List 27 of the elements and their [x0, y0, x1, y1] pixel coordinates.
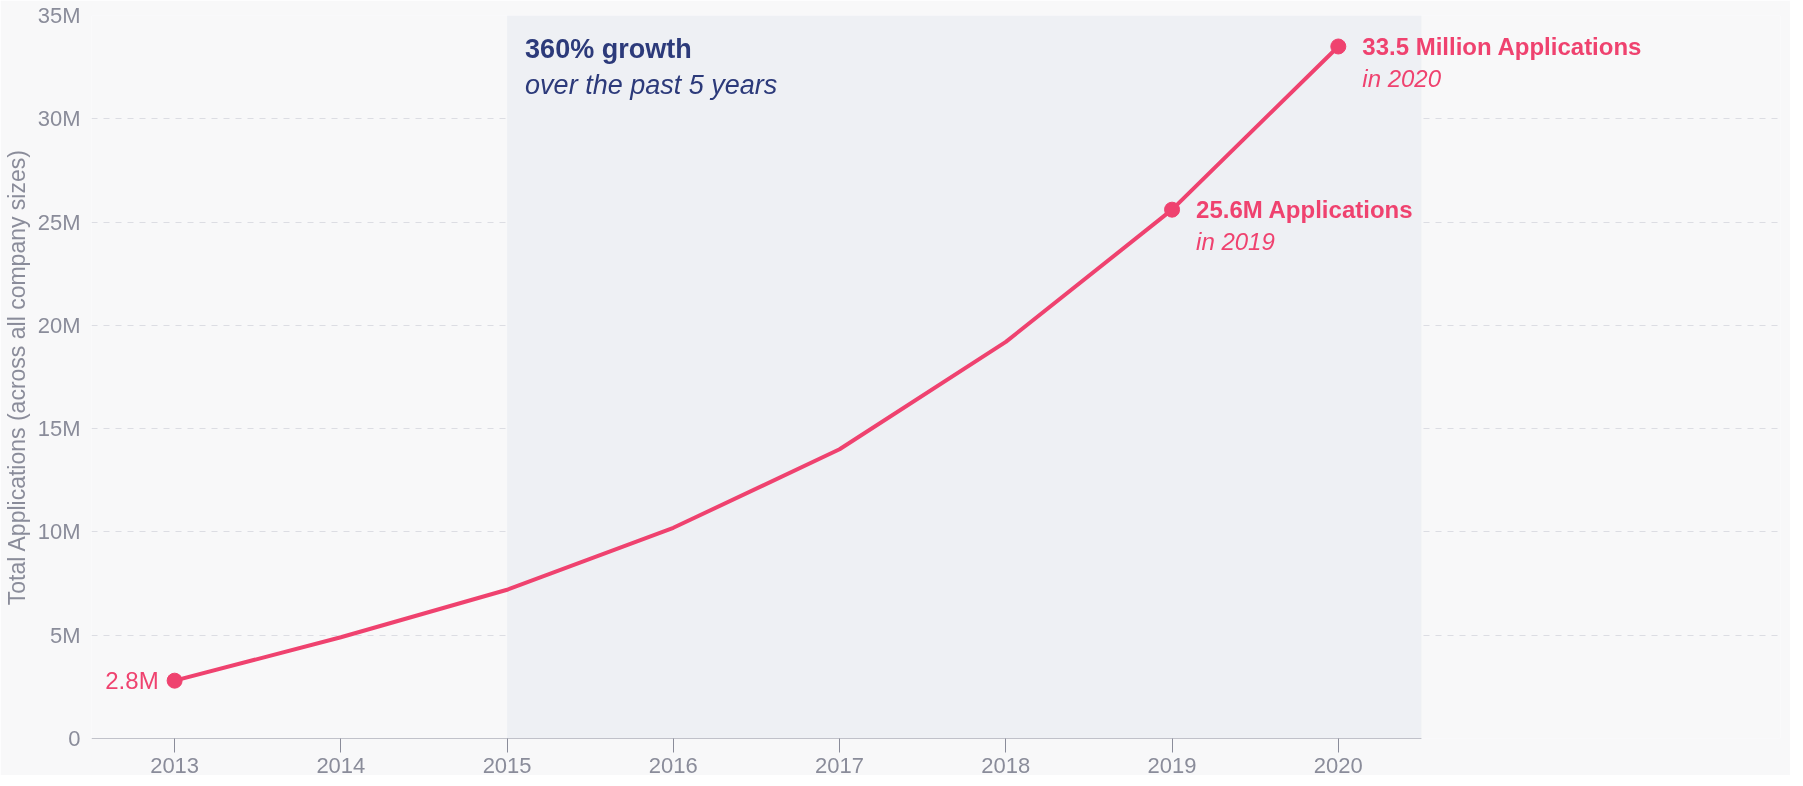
y-tick-label: 35M: [37, 3, 81, 28]
y-tick-label: 10M: [37, 519, 81, 545]
x-tick-label: 2017: [815, 752, 865, 778]
y-tick-label: 0: [68, 726, 81, 751]
x-tick-label: 2019: [1147, 752, 1197, 778]
x-tick-label: 2016: [648, 752, 698, 778]
point: [1164, 201, 1181, 218]
annotation: in 2020: [1362, 64, 1442, 92]
data-label: 25.6M Applications: [1196, 196, 1413, 224]
y-tick-label: 25M: [37, 209, 81, 235]
point: [166, 672, 183, 689]
y-tick-label: 30M: [37, 106, 81, 132]
x-tick-label: 2015: [482, 752, 532, 778]
x-tick-label: 2018: [981, 752, 1031, 778]
y-axis-title: Total Applications (across all company sizes): [3, 150, 30, 606]
y-tick-label: 5M: [49, 622, 81, 648]
annotation: over the past 5 years: [525, 69, 778, 100]
data-label: 33.5 Million Applications: [1362, 32, 1642, 60]
annotation: in 2019: [1196, 228, 1275, 256]
y-tick-label: 20M: [37, 312, 81, 338]
x-tick-label: 2014: [316, 752, 366, 778]
y-tick-label: 15M: [37, 416, 81, 442]
x-tick-label: 2020: [1313, 752, 1363, 778]
annotation: 360% growth: [525, 33, 692, 64]
point: [1330, 38, 1347, 55]
x-tick-label: 2013: [150, 752, 200, 778]
data-label: 2.8M: [105, 667, 159, 695]
